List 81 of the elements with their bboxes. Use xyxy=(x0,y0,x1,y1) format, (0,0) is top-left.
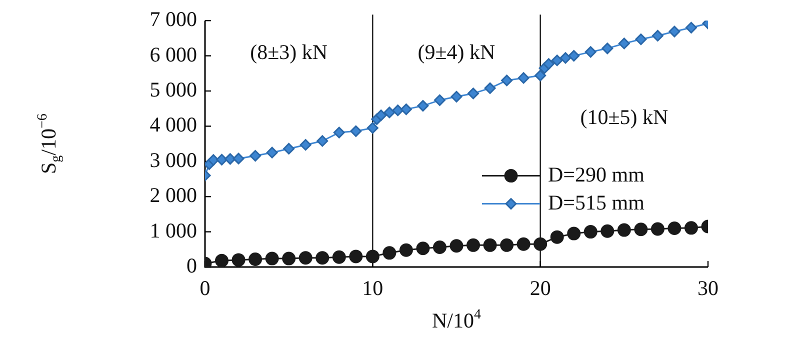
point xyxy=(248,252,262,266)
point xyxy=(316,251,330,265)
point xyxy=(265,252,279,266)
y-tick-label: 1 000 xyxy=(150,218,197,242)
point xyxy=(634,222,648,236)
point xyxy=(650,222,664,236)
point xyxy=(333,126,345,138)
point xyxy=(384,106,396,118)
point xyxy=(350,125,362,137)
legend-label: D=290 mm xyxy=(548,162,644,186)
point xyxy=(484,82,496,94)
point xyxy=(399,243,413,257)
y-tick-label: 4 000 xyxy=(150,112,197,137)
annotation: (8±3) kN xyxy=(250,40,328,64)
point xyxy=(332,250,346,264)
point xyxy=(500,238,514,252)
point xyxy=(584,46,596,58)
annotation: (10±5) kN xyxy=(580,105,668,130)
y-tick-label: 3 000 xyxy=(150,148,197,172)
point xyxy=(534,70,546,82)
point xyxy=(316,135,328,147)
point xyxy=(568,50,580,62)
point xyxy=(450,239,464,253)
point xyxy=(516,237,530,251)
point xyxy=(366,250,380,264)
y-tick-label: 6 000 xyxy=(150,42,197,66)
point xyxy=(685,22,697,34)
point xyxy=(400,104,412,116)
point xyxy=(635,34,647,46)
x-tick-label: 10 xyxy=(362,276,384,300)
point xyxy=(584,225,598,239)
point xyxy=(208,154,220,166)
y-tick-label: 7 000 xyxy=(150,7,197,32)
point xyxy=(551,54,563,66)
point xyxy=(668,222,682,236)
y-tick-label: 2 000 xyxy=(150,183,197,208)
point xyxy=(600,224,614,238)
point xyxy=(266,146,278,158)
point xyxy=(602,42,614,54)
point xyxy=(618,38,630,50)
point xyxy=(434,94,446,106)
point xyxy=(560,52,572,64)
y-tick-label: 5 000 xyxy=(150,78,197,102)
point xyxy=(224,153,236,165)
point xyxy=(232,253,246,267)
point xyxy=(232,152,244,164)
point xyxy=(250,150,262,162)
point xyxy=(432,240,446,254)
point xyxy=(450,90,462,102)
point xyxy=(366,122,378,134)
annotation: (9±4) kN xyxy=(418,40,496,64)
point xyxy=(283,142,295,154)
point xyxy=(466,238,480,252)
point xyxy=(501,74,513,86)
point xyxy=(617,223,631,237)
point xyxy=(375,110,387,122)
point xyxy=(417,100,429,112)
point xyxy=(300,139,312,151)
point xyxy=(542,58,554,70)
y-axis-title: Sg/10−6 xyxy=(35,114,64,174)
x-tick-label: 20 xyxy=(530,276,551,300)
point xyxy=(550,230,564,244)
point xyxy=(567,226,581,240)
point xyxy=(534,237,548,251)
point xyxy=(652,30,664,42)
point xyxy=(216,154,228,166)
point xyxy=(483,238,497,252)
point xyxy=(468,88,480,100)
point xyxy=(392,104,404,116)
point xyxy=(215,254,229,267)
point xyxy=(416,242,430,256)
point xyxy=(382,246,396,260)
point xyxy=(684,221,698,235)
point xyxy=(668,26,680,38)
point xyxy=(518,72,530,84)
point xyxy=(349,250,363,264)
legend-label: D=515 mm xyxy=(548,190,644,214)
point xyxy=(282,252,296,266)
x-tick-label: 30 xyxy=(698,276,718,300)
point xyxy=(298,251,312,265)
y-tick-label: 0 xyxy=(186,254,197,278)
